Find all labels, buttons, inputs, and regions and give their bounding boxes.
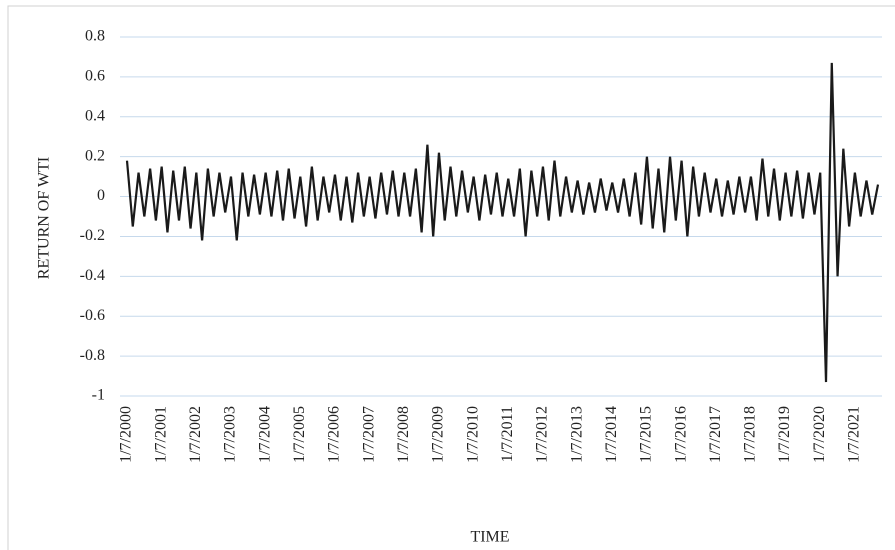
x-tick-label: 1/7/2021 [846,406,863,463]
x-tick-label: 1/7/2020 [811,406,828,463]
x-tick-label: 1/7/2017 [707,406,724,463]
y-tick-label: 0.8 [85,28,105,45]
x-tick-label: 1/7/2002 [187,406,204,463]
x-tick-label: 1/7/2003 [222,406,239,463]
y-tick-label: -1 [92,387,105,404]
chart-frame [7,5,895,550]
y-tick-label: -0.8 [80,347,105,364]
x-tick-label: 1/7/2005 [291,406,308,463]
x-tick-label: 1/7/2010 [464,406,481,463]
data-line [125,62,880,383]
x-tick-label: 1/7/2016 [672,406,689,463]
x-tick-label: 1/7/2019 [776,406,793,463]
x-tick-label: 1/7/2007 [360,406,377,463]
x-tick-label: 1/7/2012 [534,406,551,463]
y-tick-label: 0.6 [85,68,105,85]
x-tick-label: 1/7/2004 [256,406,273,463]
y-tick-label: -0.2 [80,227,105,244]
x-tick-label: 1/7/2001 [152,406,169,463]
x-tick-label: 1/7/2000 [118,406,135,463]
x-axis-label: TIME [470,529,509,546]
x-tick-label: 1/7/2011 [499,406,516,462]
x-tick-label: 1/7/2008 [395,406,412,463]
y-tick-label: 0 [97,187,105,204]
y-tick-label: 0.4 [85,107,105,124]
x-tick-label: 1/7/2006 [326,406,343,463]
x-tick-label: 1/7/2018 [742,406,759,463]
x-tick-label: 1/7/2015 [638,406,655,463]
y-tick-label: -0.6 [80,307,105,324]
x-tick-label: 1/7/2013 [568,406,585,463]
y-axis-label: RETURN OF WTI [36,157,53,279]
x-tick-label: 1/7/2014 [603,406,620,463]
x-tick-label: 1/7/2009 [430,406,447,463]
y-tick-label: 0.2 [85,147,105,164]
y-tick-label: -0.4 [80,267,105,284]
